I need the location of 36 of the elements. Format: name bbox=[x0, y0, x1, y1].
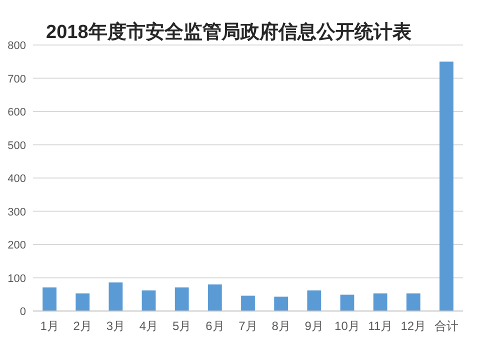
x-tick-label: 8月 bbox=[272, 319, 290, 333]
y-tick-label: 800 bbox=[8, 40, 26, 52]
bar bbox=[42, 287, 56, 311]
chart-title: 2018年度市安全监管局政府信息公开统计表 bbox=[46, 21, 412, 43]
bar bbox=[307, 290, 322, 311]
x-tick-label: 6月 bbox=[206, 319, 224, 333]
bar bbox=[373, 293, 388, 311]
bar bbox=[174, 287, 189, 311]
bar bbox=[108, 282, 123, 311]
bar bbox=[142, 290, 156, 311]
bar bbox=[406, 293, 420, 311]
bar bbox=[241, 296, 255, 311]
y-tick-label: 700 bbox=[8, 73, 26, 86]
bar bbox=[440, 62, 454, 311]
x-tick-label: 9月 bbox=[304, 319, 324, 333]
bar bbox=[208, 284, 222, 311]
x-tick-label: 3月 bbox=[106, 319, 126, 333]
y-tick-label: 100 bbox=[8, 272, 26, 285]
y-tick-label: 200 bbox=[8, 240, 26, 252]
x-tick-label: 7月 bbox=[238, 319, 258, 333]
x-tick-label: 1月 bbox=[40, 319, 59, 333]
x-tick-label: 5月 bbox=[172, 319, 192, 333]
bar bbox=[274, 296, 288, 311]
x-tick-label: 4月 bbox=[139, 319, 158, 333]
y-tick-label: 300 bbox=[8, 206, 26, 218]
y-tick-label: 500 bbox=[8, 140, 26, 152]
x-tick-label: 10月 bbox=[334, 319, 360, 333]
y-tick-label: 600 bbox=[8, 106, 26, 118]
x-tick-label: 2月 bbox=[73, 319, 92, 333]
x-tick-label: 合计 bbox=[434, 319, 458, 333]
y-tick-label: 400 bbox=[8, 173, 26, 185]
bar bbox=[76, 293, 90, 311]
x-tick-label: 12月 bbox=[400, 319, 426, 333]
x-tick-label: 11月 bbox=[368, 319, 393, 333]
y-tick-label: 0 bbox=[20, 306, 26, 318]
bar bbox=[340, 294, 354, 311]
